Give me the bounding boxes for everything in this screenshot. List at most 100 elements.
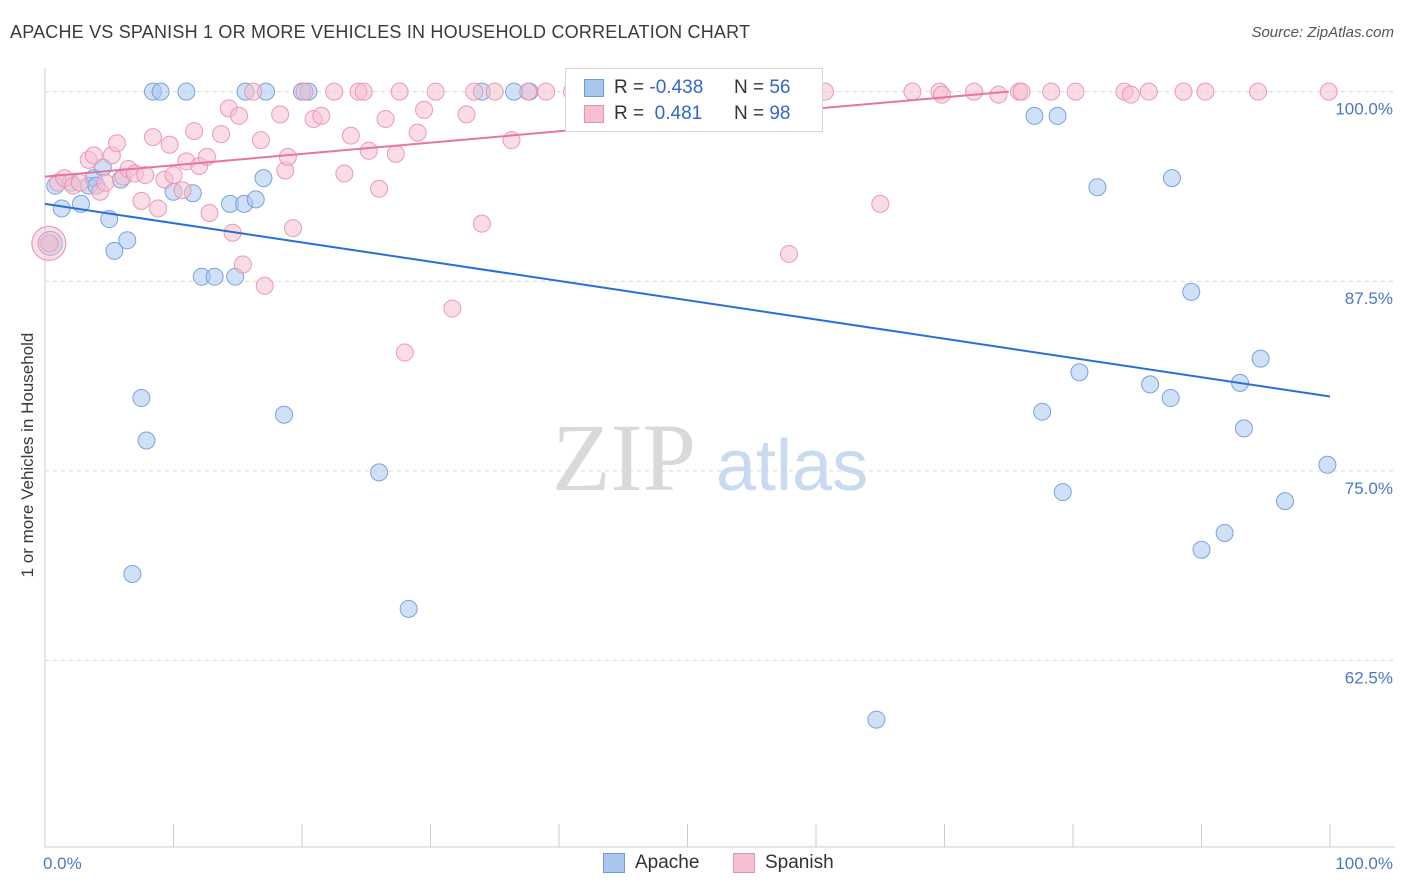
apache-point-27 <box>275 405 294 424</box>
spanish-point-53 <box>415 100 434 119</box>
spanish-point-95 <box>1249 82 1268 101</box>
apache-point-14 <box>123 564 142 583</box>
spanish-point-91 <box>1121 85 1140 104</box>
apache-point-51 <box>1318 455 1337 474</box>
spanish-point-34 <box>255 276 274 295</box>
apache-trend-line <box>44 202 1331 398</box>
spanish-point-8 <box>96 173 115 192</box>
spanish-point-10 <box>107 134 126 153</box>
spanish-point-31 <box>233 255 252 274</box>
spanish-point-97 <box>271 105 290 124</box>
spanish-point-19 <box>160 135 179 154</box>
y-tick-label-1: 87.5% <box>1345 289 1393 308</box>
apache-point-34 <box>867 710 886 729</box>
spanish-point-81 <box>903 82 922 101</box>
spanish-point-92 <box>1139 82 1158 101</box>
apache-point-24 <box>246 190 265 209</box>
apache-point-42 <box>1161 389 1180 408</box>
spanish-point-26 <box>200 203 219 222</box>
apache-point-31 <box>399 599 418 618</box>
apache-point-12 <box>132 389 151 408</box>
spanish-point-96 <box>1319 82 1338 101</box>
spanish-point-83 <box>932 85 951 104</box>
y-tick-label-0: 100.0% <box>1335 100 1393 119</box>
spanish-point-49 <box>386 144 405 163</box>
spanish-point-32 <box>244 82 263 101</box>
apache-point-39 <box>1070 363 1089 382</box>
apache-point-46 <box>1215 524 1234 543</box>
correlation-legend: R = -0.438 N = 56 R = 0.481 N = 98 <box>565 68 823 132</box>
spanish-point-14 <box>132 191 151 210</box>
spanish-point-58 <box>472 214 491 233</box>
spanish-point-89 <box>1066 82 1085 101</box>
spanish-point-6 <box>84 146 103 165</box>
spanish-point-43 <box>341 126 360 145</box>
apache-point-9 <box>105 241 124 260</box>
apache-point-45 <box>1192 540 1211 559</box>
y-tick-label-2: 75.0% <box>1345 479 1393 498</box>
spanish-point-16 <box>143 128 162 147</box>
spanish-point-33 <box>251 131 270 150</box>
spanish-point-38 <box>295 82 314 101</box>
source-credit: Source: ZipAtlas.com <box>1251 24 1394 41</box>
apache-point-25 <box>254 169 273 188</box>
spanish-point-37 <box>284 219 303 238</box>
legend-spanish-swatch <box>733 853 755 873</box>
spanish-point-21 <box>173 181 192 200</box>
tick-labels: 100.0% 87.5% 75.0% 62.5% 0.0% 100.0% <box>43 100 1393 873</box>
x-tick-label-1: 100.0% <box>1335 854 1393 873</box>
apache-point-30 <box>370 463 389 482</box>
spanish-point-93 <box>1174 82 1193 101</box>
spanish-n-label: N = <box>733 103 765 124</box>
spanish-point-4 <box>70 173 89 192</box>
apache-point-43 <box>1162 169 1181 188</box>
legend-item-spanish[interactable]: Spanish <box>733 852 834 874</box>
apache-point-38 <box>1053 483 1072 502</box>
apache-point-20 <box>205 267 224 286</box>
apache-point-49 <box>1251 349 1270 368</box>
legend-item-apache[interactable]: Apache <box>603 852 699 874</box>
spanish-point-57 <box>465 82 484 101</box>
spanish-point-36 <box>278 147 297 166</box>
spanish-point-84 <box>965 82 984 101</box>
spanish-n-value: 98 <box>769 103 791 124</box>
spanish-point-50 <box>390 82 409 101</box>
spanish-point-27 <box>212 125 231 144</box>
spanish-cluster-point <box>31 225 67 261</box>
legend-spanish-label: Spanish <box>765 852 834 873</box>
watermark-zip: ZIP <box>552 404 696 511</box>
apache-r-value: -0.438 <box>649 77 704 98</box>
spanish-point-55 <box>443 299 462 318</box>
apache-n-label: N = <box>733 77 765 98</box>
spanish-point-40 <box>312 106 331 125</box>
spanish-point-20 <box>164 166 183 185</box>
axes <box>44 68 1395 848</box>
apache-point-41 <box>1141 375 1160 394</box>
spanish-point-88 <box>1042 82 1061 101</box>
legend-apache-label: Apache <box>635 852 700 873</box>
spanish-point-45 <box>354 82 373 101</box>
spanish-point-51 <box>395 343 414 362</box>
trend-lines <box>44 90 1331 398</box>
apache-point-13 <box>137 431 156 450</box>
spanish-point-80 <box>871 194 890 213</box>
spanish-swatch <box>584 105 604 123</box>
legend-row-apache: R = -0.438 N = 56 <box>584 76 790 100</box>
spanish-point-48 <box>376 109 395 128</box>
apache-point-48 <box>1234 419 1253 438</box>
apache-swatch <box>584 79 604 97</box>
watermark-atlas: atlas <box>716 426 868 506</box>
x-tick-label-0: 0.0% <box>43 854 82 873</box>
spanish-point-47 <box>370 179 389 198</box>
apache-point-40 <box>1088 178 1107 197</box>
y-axis-title: 1 or more Vehicles in Household <box>18 332 37 578</box>
spanish-point-46 <box>359 141 378 160</box>
spanish-r-label: R = <box>614 103 645 124</box>
spanish-point-61 <box>519 82 538 101</box>
apache-point-16 <box>151 82 170 101</box>
spanish-point-41 <box>325 82 344 101</box>
spanish-point-42 <box>335 164 354 183</box>
spanish-point-17 <box>149 199 168 218</box>
y-tick-label-3: 62.5% <box>1345 668 1393 687</box>
spanish-point-30 <box>230 106 249 125</box>
